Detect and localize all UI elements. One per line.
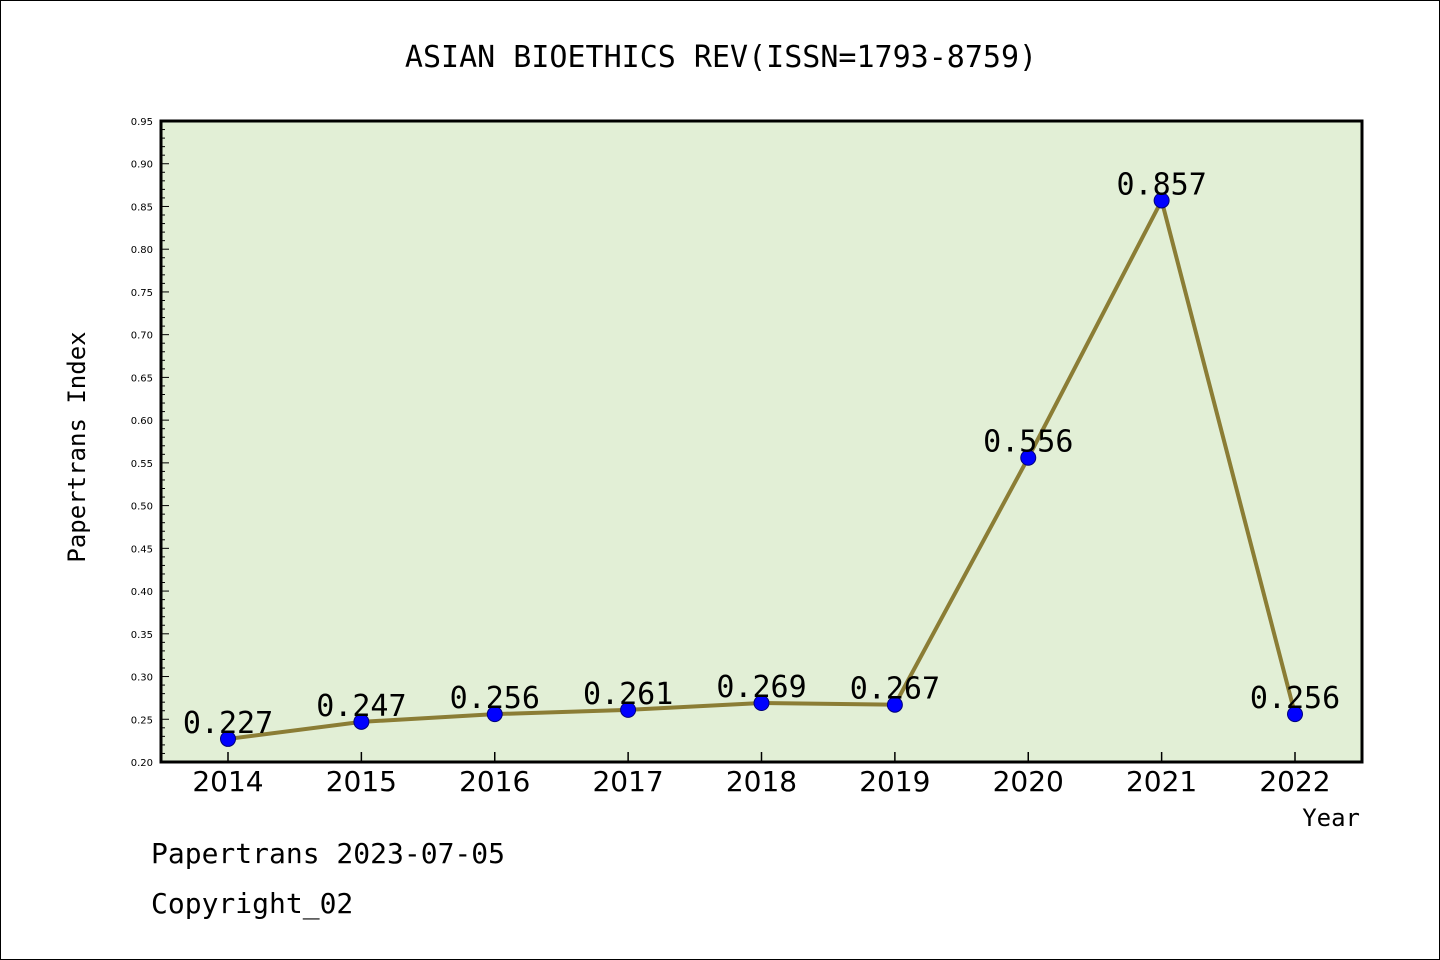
data-label: 0.556 — [983, 425, 1073, 460]
y-tick-label: 0.60 — [131, 416, 153, 427]
y-tick-label: 0.85 — [131, 202, 153, 213]
footer-copyright: Copyright_02 — [151, 887, 354, 920]
data-point — [1153, 192, 1170, 209]
y-axis: 0.20 0.25 0.30 0.35 0.40 0.45 0.50 0.55 0.60 0.65… — [131, 117, 169, 769]
data-label: 0.261 — [583, 677, 673, 712]
data-point — [1020, 449, 1037, 466]
y-tick-label: 0.45 — [131, 544, 153, 555]
y-tick-label: 0.20 — [131, 758, 153, 769]
x-tick-label: 2015 — [326, 765, 397, 798]
data-point — [886, 696, 903, 713]
data-label: 0.267 — [850, 672, 940, 707]
y-axis-label: Papertrans Index — [63, 331, 91, 562]
y-tick-label: 0.35 — [131, 630, 153, 641]
x-tick-label: 2020 — [993, 765, 1064, 798]
x-tick-label: 2022 — [1259, 765, 1330, 798]
y-tick-label: 0.25 — [131, 715, 153, 726]
footer-date: Papertrans 2023-07-05 — [151, 837, 506, 870]
x-tick-label: 2017 — [592, 765, 663, 798]
y-tick-label: 0.55 — [131, 459, 153, 470]
data-point — [753, 695, 770, 712]
y-tick-label: 0.75 — [131, 288, 153, 299]
data-point — [486, 706, 503, 723]
plot-area — [159, 119, 1364, 764]
y-tick-label: 0.80 — [131, 245, 153, 256]
data-point — [620, 701, 637, 718]
data-label: 0.256 — [450, 681, 540, 716]
y-tick-label: 0.50 — [131, 502, 153, 513]
chart-title: ASIAN BIOETHICS REV(ISSN=1793-8759) — [405, 40, 1037, 75]
data-label: 0.227 — [183, 706, 273, 741]
x-tick-label: 2021 — [1126, 765, 1197, 798]
x-tick-label: 2019 — [859, 765, 930, 798]
series-line-group: 0.227 0.247 0.256 0.261 0.269 0.267 0.556 0.857… — [183, 167, 1340, 747]
x-tick-label: 2016 — [459, 765, 530, 798]
y-tick-label: 0.95 — [131, 117, 153, 128]
y-tick-label: 0.90 — [131, 160, 153, 171]
data-point — [220, 730, 236, 747]
x-axis: 2014 2015 2016 2017 2018 2019 2020 2021 2022 — [192, 752, 1331, 798]
data-point — [1287, 706, 1303, 723]
data-label: 0.857 — [1116, 167, 1206, 202]
data-label: 0.247 — [316, 689, 406, 724]
x-tick-label: 2014 — [192, 765, 263, 798]
data-label: 0.269 — [716, 670, 806, 705]
x-axis-label: Year — [1302, 804, 1360, 832]
data-point — [353, 713, 370, 730]
y-tick-label: 0.40 — [131, 587, 153, 598]
x-tick-label: 2018 — [726, 765, 797, 798]
y-tick-label: 0.65 — [131, 373, 153, 384]
data-label: 0.256 — [1250, 681, 1340, 716]
y-tick-label: 0.70 — [131, 331, 153, 342]
y-tick-label: 0.30 — [131, 673, 153, 684]
